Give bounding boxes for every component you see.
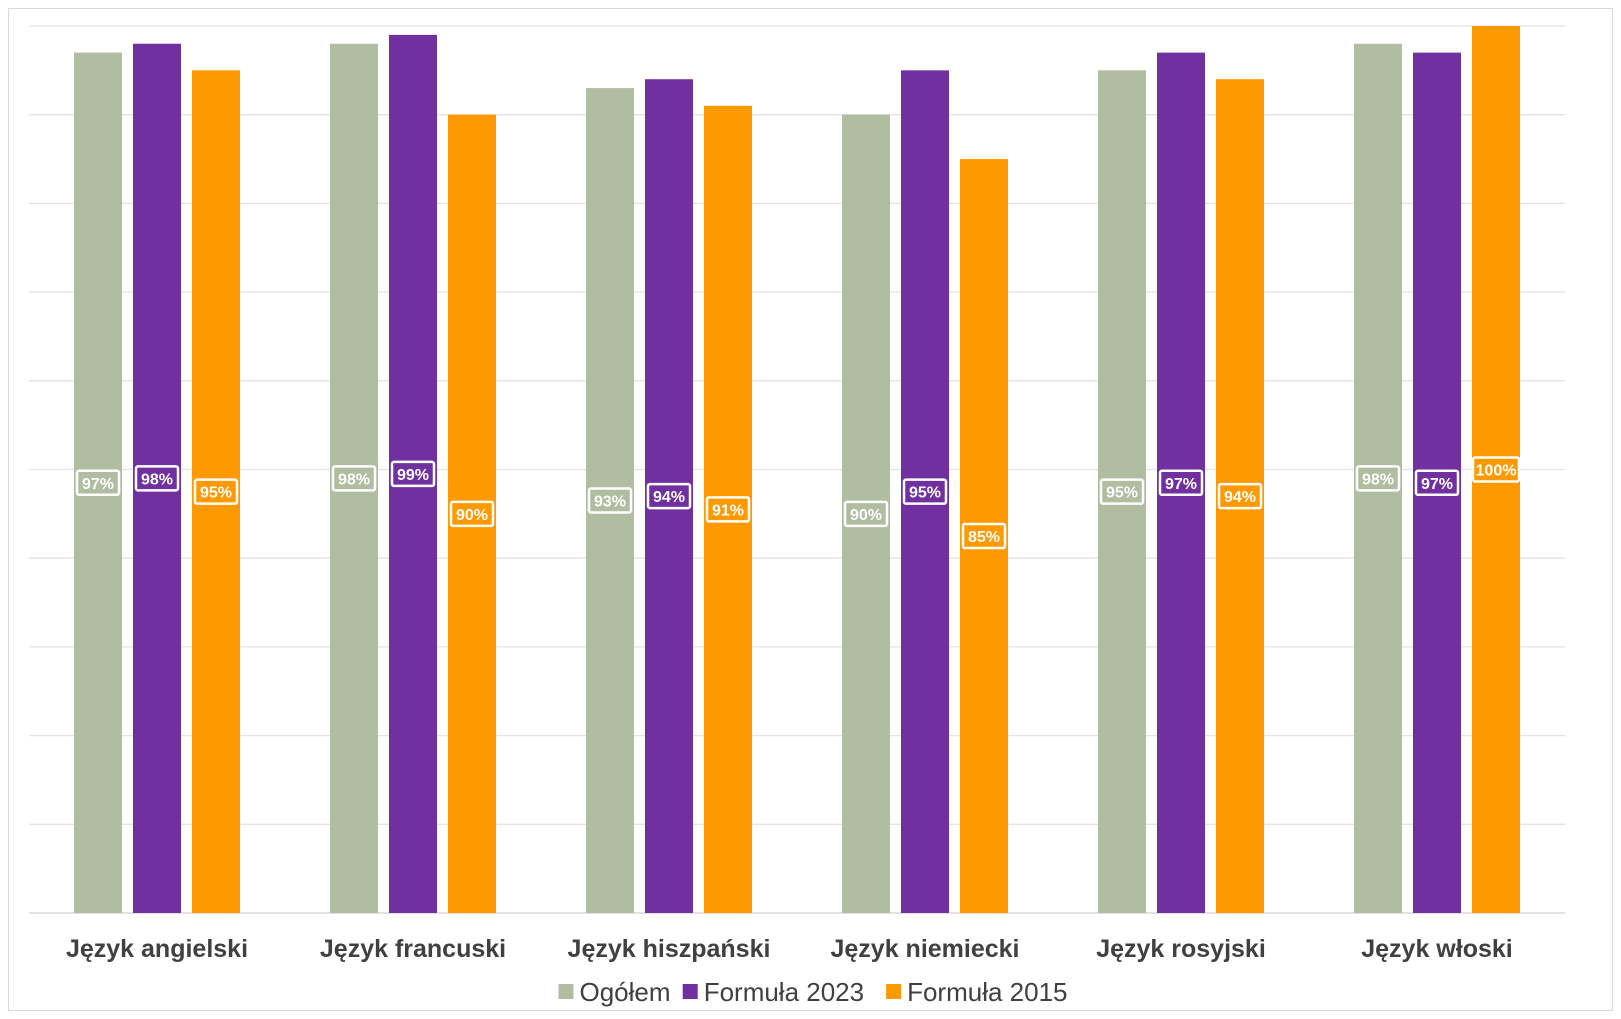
- data-label-box: [843, 500, 889, 528]
- data-label: 90%: [456, 507, 488, 524]
- data-label-box: [587, 487, 633, 514]
- data-label: 95%: [200, 485, 232, 502]
- data-label: 94%: [1224, 489, 1256, 506]
- legend-swatch: [682, 984, 698, 999]
- data-label-box: [1099, 478, 1145, 505]
- category-label: Język niemiecki: [830, 935, 1019, 963]
- data-label: 94%: [653, 489, 685, 506]
- data-labels: 97% 98% 95% 98% 99% 90% 93% 94% 91% 90% 95% 85% 95% 9…: [75, 456, 1521, 550]
- data-label-box: [1471, 456, 1521, 483]
- gridlines: [29, 25, 1565, 914]
- data-label-box: [193, 478, 239, 505]
- legend-swatch: [886, 984, 902, 999]
- data-label: 98%: [1362, 471, 1394, 488]
- data-label-box: [1355, 465, 1401, 492]
- data-label: 98%: [338, 471, 370, 488]
- data-label-box: [1217, 482, 1263, 510]
- data-label: 85%: [968, 529, 1000, 546]
- chart-frame: [8, 8, 1613, 1011]
- data-label: 91%: [712, 502, 744, 519]
- category-labels: Język angielski Język francuski Język hisz…: [66, 935, 1513, 963]
- data-label: 93%: [594, 494, 626, 511]
- data-label-box: [1158, 469, 1204, 497]
- data-label: 95%: [909, 485, 941, 502]
- data-label: 97%: [1421, 476, 1453, 493]
- data-label-box: [705, 496, 751, 523]
- data-label: 90%: [850, 507, 882, 524]
- data-label-box: [75, 469, 121, 497]
- data-label: 95%: [1106, 485, 1138, 502]
- category-label: Język hiszpański: [568, 935, 771, 963]
- data-label: 97%: [82, 476, 114, 493]
- category-label: Język angielski: [66, 935, 248, 963]
- data-label: 98%: [141, 471, 173, 488]
- data-label-box: [331, 465, 377, 492]
- category-label: Język rosyjski: [1096, 935, 1266, 963]
- category-label: Język francuski: [320, 935, 506, 963]
- data-label: 99%: [397, 467, 429, 484]
- data-label-box: [390, 460, 436, 488]
- data-label-box: [449, 500, 495, 528]
- legend-swatch: [558, 984, 574, 999]
- legend-label: Ogółem: [580, 977, 671, 1007]
- data-label-box: [134, 465, 180, 492]
- data-label-box: [1414, 469, 1460, 497]
- category-label: Język włoski: [1361, 935, 1512, 963]
- data-label-box: [646, 482, 692, 510]
- legend-label: Formuła 2015: [907, 977, 1067, 1007]
- data-label: 100%: [1476, 463, 1517, 480]
- data-label-box: [961, 522, 1007, 550]
- legend: Ogółem Formuła 2023 Formuła 2015: [558, 977, 1068, 1007]
- legend-label: Formuła 2023: [704, 977, 864, 1007]
- data-label-box: [902, 478, 948, 505]
- data-label: 97%: [1165, 476, 1197, 493]
